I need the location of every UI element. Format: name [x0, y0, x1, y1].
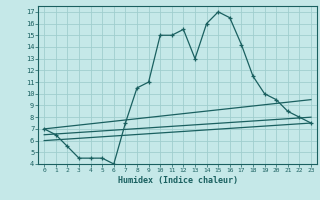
X-axis label: Humidex (Indice chaleur): Humidex (Indice chaleur)	[118, 176, 238, 185]
